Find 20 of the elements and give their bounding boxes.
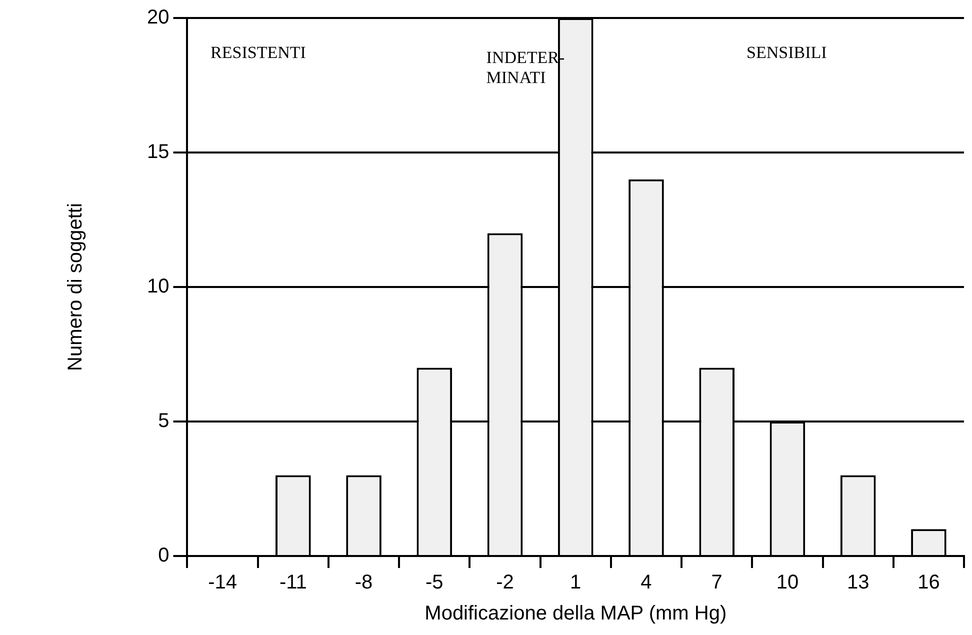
x-tick-label: -8 (354, 572, 373, 594)
x-tick-label: 7 (711, 572, 722, 594)
annotation: RESISTENTI (210, 43, 306, 63)
x-tick-label: 16 (918, 572, 940, 594)
y-tick-label: 10 (146, 276, 170, 298)
x-tick-label: -5 (425, 572, 444, 594)
x-tick-label: 10 (776, 572, 799, 594)
x-tick-label: 1 (570, 572, 582, 594)
x-tick-label: -14 (208, 572, 238, 594)
y-tick-label: 0 (158, 544, 170, 567)
x-tick-label: 4 (640, 572, 652, 594)
y-tick-label: 20 (146, 6, 170, 29)
y-axis-title: Numero di soggetti (64, 203, 87, 371)
y-tick-label: 15 (146, 141, 170, 164)
y-tick-label: 5 (158, 410, 170, 432)
x-axis-title: Modificazione della MAP (mm Hg) (424, 602, 727, 625)
x-tick-label: 13 (846, 572, 870, 594)
x-tick-label: -2 (496, 572, 514, 594)
annotation: SENSIBILI (746, 43, 827, 63)
x-tick-label: -11 (279, 572, 307, 594)
